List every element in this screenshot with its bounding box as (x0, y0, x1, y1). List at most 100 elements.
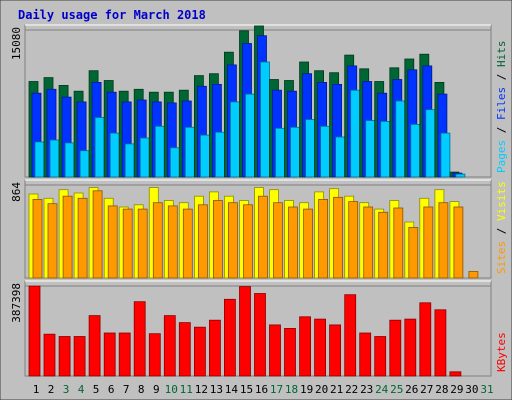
legend-hits: Pages / Files / Hits (495, 41, 508, 174)
day-label-27: 27 (420, 383, 433, 396)
bar-kbytes-kbytes-day-7 (118, 332, 131, 377)
day-label-15: 15 (240, 383, 253, 396)
bar-visits-sites-day-4 (77, 197, 88, 279)
bar-hits-pages-day-7 (124, 143, 135, 178)
day-label-4: 4 (78, 383, 85, 396)
day-label-25: 25 (390, 383, 403, 396)
bar-visits-sites-day-24 (378, 211, 389, 279)
bar-hits-pages-day-23 (365, 120, 376, 178)
bar-hits-pages-day-5 (94, 117, 105, 178)
bar-hits-pages-day-26 (410, 124, 421, 178)
chart-title: Daily usage for March 2018 (18, 8, 206, 22)
day-label-12: 12 (195, 383, 208, 396)
bar-visits-sites-day-21 (333, 196, 344, 279)
legend-item-visits: Visits (495, 181, 508, 221)
day-label-3: 3 (63, 383, 70, 396)
bar-hits-pages-day-11 (184, 126, 195, 178)
legend-separator: / (495, 67, 508, 87)
bar-hits-pages-day-10 (169, 147, 180, 178)
day-label-6: 6 (108, 383, 115, 396)
day-label-29: 29 (450, 383, 463, 396)
panel-hits: 15080 Pages / Files / Hits (10, 24, 508, 178)
bar-visits-sites-day-16 (258, 195, 268, 279)
bar-kbytes-kbytes-day-1 (28, 285, 41, 377)
bar-kbytes-kbytes-day-20 (314, 318, 327, 377)
max-label-kbytes: 387398 (10, 283, 23, 323)
bar-kbytes-kbytes-day-2 (43, 333, 56, 377)
day-label-2: 2 (48, 383, 55, 396)
day-label-11: 11 (180, 383, 193, 396)
day-label-26: 26 (405, 383, 418, 396)
bar-visits-sites-day-30 (468, 271, 479, 279)
day-label-9: 9 (153, 383, 160, 396)
bar-kbytes-kbytes-day-15 (239, 286, 251, 377)
bar-hits-pages-day-20 (320, 125, 331, 178)
bar-kbytes-kbytes-day-9 (148, 333, 161, 377)
bar-kbytes-kbytes-day-13 (208, 319, 221, 377)
bar-visits-sites-day-23 (363, 206, 374, 279)
bar-visits-sites-day-26 (408, 226, 419, 279)
bar-hits-pages-day-8 (139, 137, 150, 178)
panel-visits: 864 Sites / Visits (10, 179, 508, 279)
day-label-31: 31 (480, 383, 493, 396)
bar-hits-pages-day-27 (425, 109, 436, 178)
legend-item-kbytes: KBytes (495, 332, 508, 372)
day-label-21: 21 (330, 383, 343, 396)
bar-visits-sites-day-1 (32, 198, 43, 279)
day-label-28: 28 (435, 383, 448, 396)
bar-hits-pages-day-2 (49, 139, 60, 178)
max-label-hits: 15080 (10, 27, 23, 60)
bar-visits-sites-day-20 (318, 198, 329, 279)
day-label-14: 14 (225, 383, 239, 396)
bar-kbytes-kbytes-day-5 (88, 315, 101, 377)
bar-kbytes-kbytes-day-28 (434, 309, 447, 377)
bar-visits-sites-day-11 (182, 208, 193, 279)
bar-kbytes-kbytes-day-17 (269, 324, 281, 377)
bar-kbytes-kbytes-day-10 (163, 315, 176, 377)
bar-kbytes-kbytes-day-29 (449, 371, 462, 377)
day-label-19: 19 (300, 383, 313, 396)
bar-kbytes-kbytes-day-4 (73, 336, 86, 377)
bar-kbytes-kbytes-day-11 (178, 322, 191, 377)
bar-hits-pages-day-29 (455, 173, 466, 178)
bar-hits-pages-day-4 (79, 150, 90, 178)
bar-kbytes-kbytes-day-21 (329, 324, 342, 377)
bar-visits-sites-day-22 (348, 201, 359, 279)
day-label-22: 22 (345, 383, 358, 396)
bar-kbytes-kbytes-day-23 (359, 332, 372, 377)
bar-hits-pages-day-16 (260, 61, 270, 178)
day-label-18: 18 (285, 383, 298, 396)
day-label-30: 30 (465, 383, 478, 396)
bar-hits-pages-day-6 (109, 132, 120, 178)
bar-hits-pages-day-19 (305, 119, 316, 178)
day-label-7: 7 (123, 383, 130, 396)
bar-visits-sites-day-7 (122, 208, 133, 279)
bar-kbytes-kbytes-day-27 (419, 302, 432, 377)
bar-visits-sites-day-27 (423, 206, 434, 279)
bar-hits-pages-day-25 (395, 100, 406, 178)
max-label-visits: 864 (10, 182, 23, 202)
bar-visits-sites-day-3 (62, 195, 73, 279)
bar-visits-sites-day-6 (107, 205, 118, 279)
bar-kbytes-kbytes-day-8 (133, 301, 146, 377)
day-label-20: 20 (315, 383, 328, 396)
bar-kbytes-kbytes-day-6 (103, 332, 116, 377)
bar-hits-pages-day-21 (335, 136, 346, 178)
legend-item-sites: Sites (495, 241, 508, 274)
bar-visits-sites-day-29 (453, 206, 464, 279)
bar-hits-pages-day-24 (380, 121, 391, 178)
bar-visits-sites-day-25 (393, 207, 404, 279)
panel-kbytes: 387398 KBytes (10, 280, 508, 377)
legend-item-pages: Pages (495, 140, 508, 173)
legend-separator: / (495, 221, 508, 241)
bar-visits-sites-day-10 (167, 205, 178, 279)
bar-hits-pages-day-18 (290, 126, 300, 178)
bar-visits-sites-day-19 (303, 208, 314, 279)
legend-item-hits: Hits (495, 41, 508, 68)
bar-kbytes-kbytes-day-26 (404, 318, 417, 377)
day-label-5: 5 (93, 383, 100, 396)
day-label-10: 10 (165, 383, 178, 396)
bar-hits-pages-day-12 (199, 134, 210, 178)
